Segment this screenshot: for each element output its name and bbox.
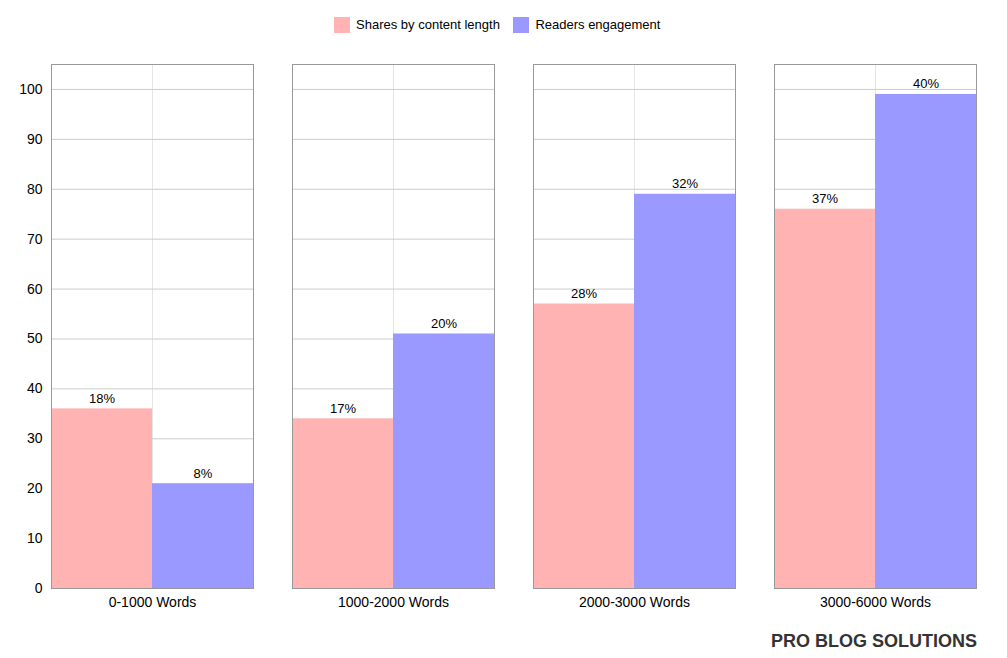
html-text:Readers engagement: Readers engagement [535,17,661,32]
svg-text:0-1000 Words: 0-1000 Words [109,594,197,610]
svg-text:2000-3000 Words: 2000-3000 Words [579,594,690,610]
html-text:PRO BLOG SOLUTIONS: PRO BLOG SOLUTIONS [771,631,977,651]
svg-text:37%: 37% [812,191,838,206]
svg-text:40%: 40% [913,76,939,91]
svg-text:18%: 18% [89,391,115,406]
svg-text:0: 0 [35,580,43,596]
svg-text:20%: 20% [431,316,457,331]
html-text:Shares by content length: Shares by content length [356,17,500,32]
svg-text:30: 30 [27,430,43,446]
svg-text:90: 90 [27,131,43,147]
svg-text:40: 40 [27,380,43,396]
svg-text:20: 20 [27,480,43,496]
svg-text:17%: 17% [330,401,356,416]
svg-text:8%: 8% [194,466,213,481]
svg-text:1000-2000 Words: 1000-2000 Words [338,594,449,610]
svg-text:50: 50 [27,330,43,346]
svg-text:70: 70 [27,231,43,247]
svg-text:60: 60 [27,281,43,297]
svg-text:80: 80 [27,181,43,197]
svg-text:28%: 28% [571,286,597,301]
svg-text:100: 100 [19,81,43,97]
svg-text:32%: 32% [672,176,698,191]
svg-text:10: 10 [27,530,43,546]
svg-text:3000-6000 Words: 3000-6000 Words [820,594,931,610]
